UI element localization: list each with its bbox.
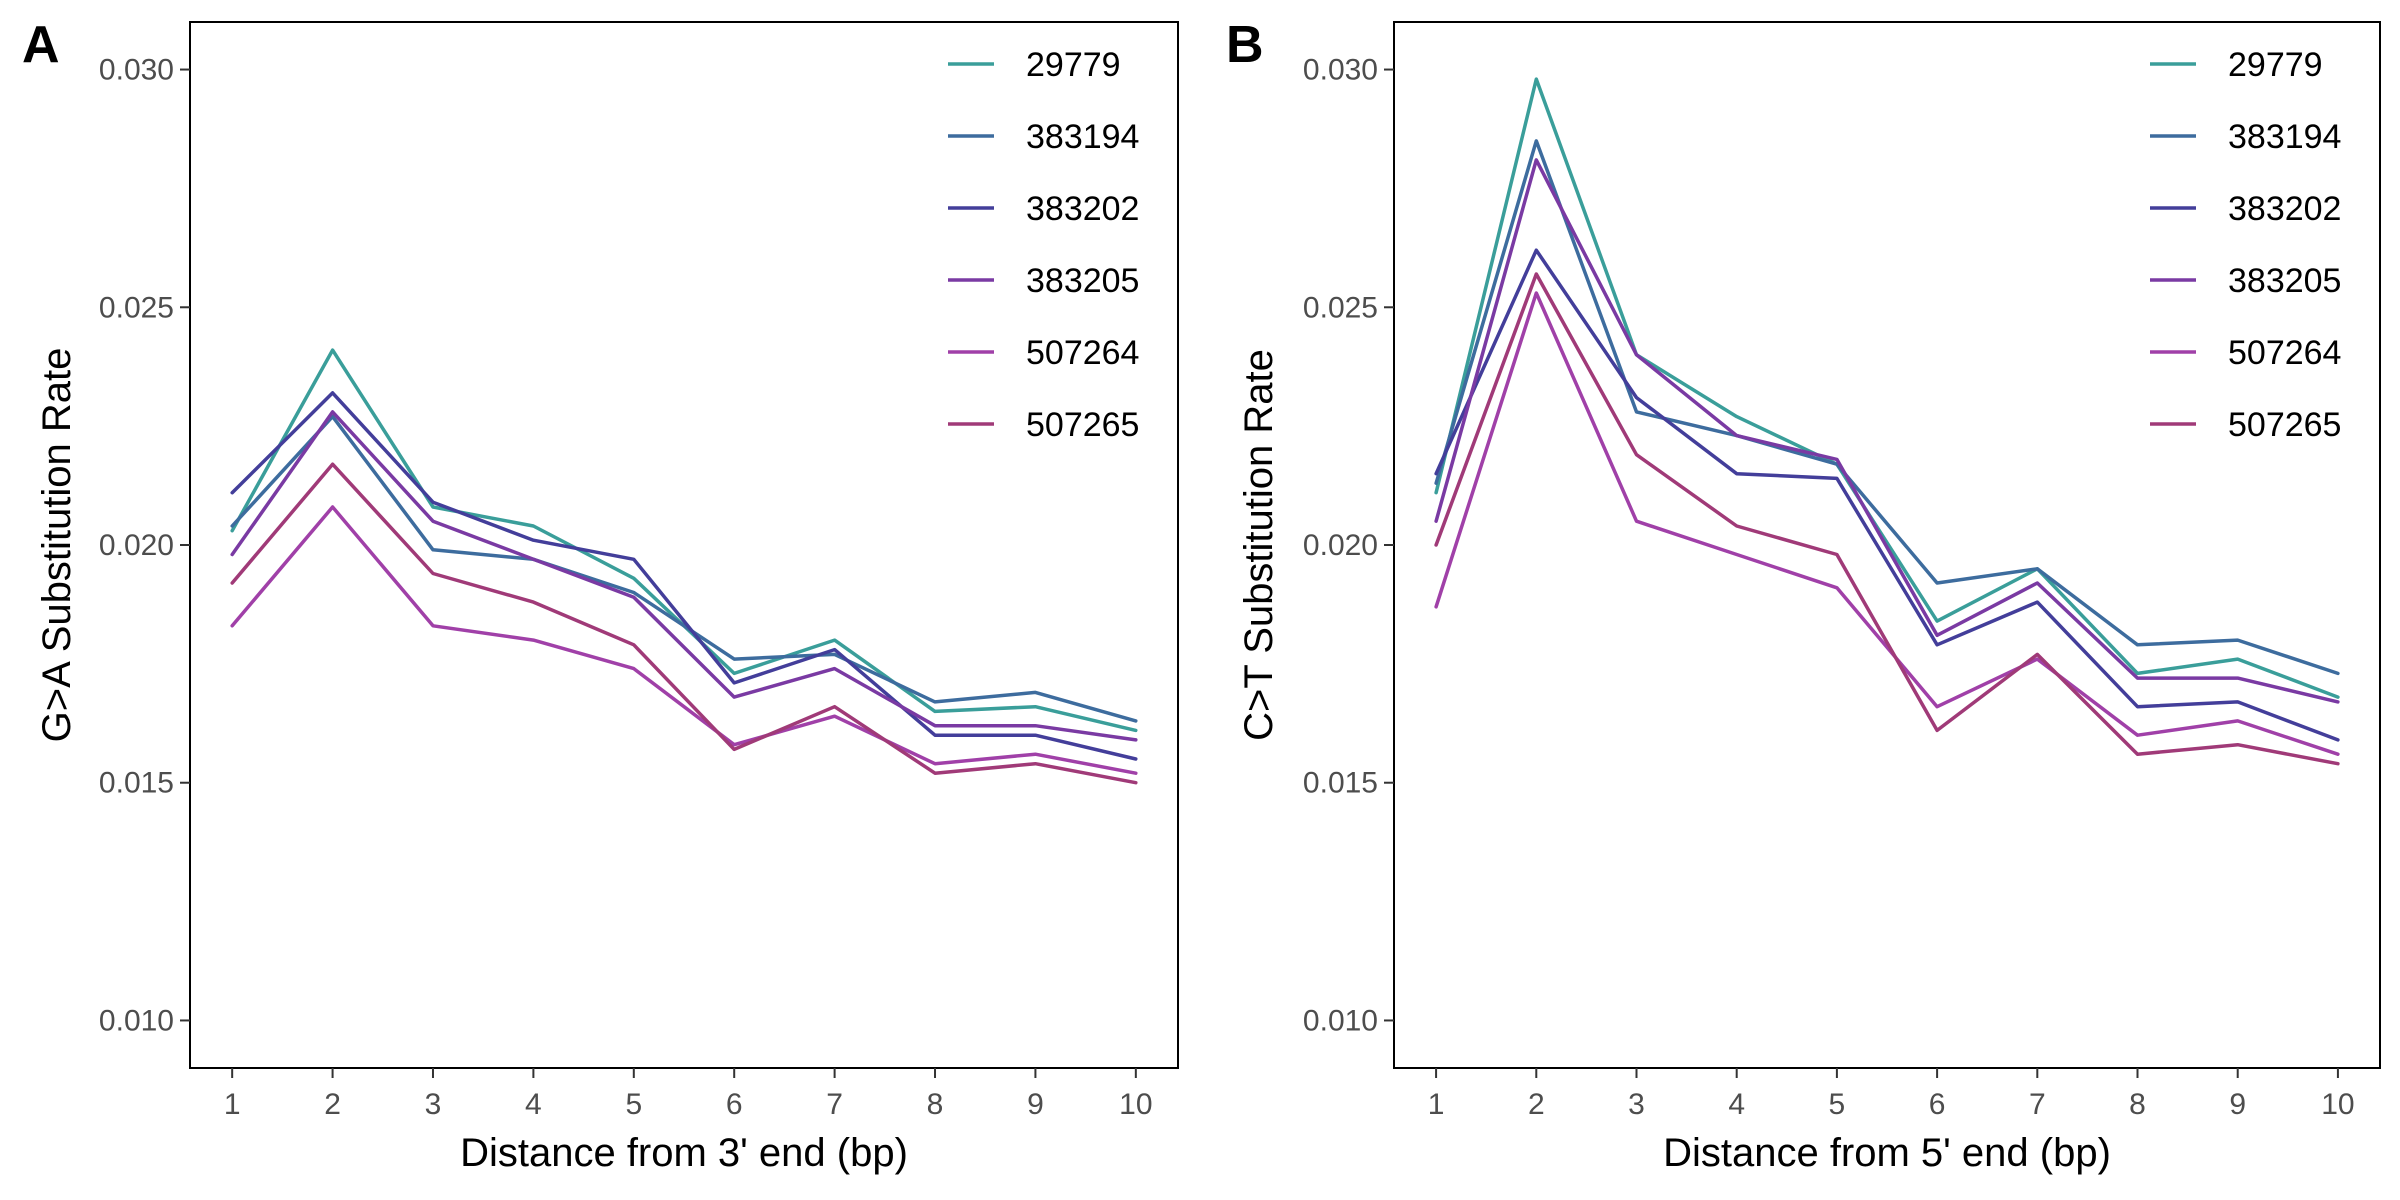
y-tick-label: 0.020: [1303, 529, 1378, 562]
x-tick-label: 3: [1628, 1088, 1645, 1121]
x-tick-label: 6: [726, 1088, 743, 1121]
series-line-383205: [230, 410, 1138, 742]
x-axis-title: Distance from 3' end (bp): [460, 1131, 908, 1175]
y-axis-title: C>T Substitution Rate: [1237, 349, 1281, 741]
y-tick-label: 0.020: [99, 529, 174, 562]
panel-a: A 0.010 0.015 0.020 0.025 0.030 1 2 3 4 5 6 7 8 9 10 Dis…: [22, 16, 1179, 1175]
x-tick-label: 6: [1929, 1088, 1946, 1121]
x-tick-label: 9: [1027, 1088, 1044, 1121]
x-tick-label: 2: [1528, 1088, 1545, 1121]
y-axis-title: G>A Substitution Rate: [35, 348, 79, 743]
x-tick-label: 4: [525, 1088, 542, 1121]
x-tick-label: 9: [2229, 1088, 2246, 1121]
x-tick-label: 8: [927, 1088, 944, 1121]
series-line-29779: [230, 348, 1138, 733]
legend-label-383202: 383202: [2228, 190, 2341, 228]
series-line-507265: [1434, 272, 2340, 766]
legend-label-383202: 383202: [1026, 190, 1139, 228]
legend-label-383194: 383194: [2228, 118, 2341, 156]
x-tick-label: 8: [2129, 1088, 2146, 1121]
y-tick-label: 0.010: [1303, 1004, 1378, 1037]
series-line-29779: [1434, 77, 2340, 699]
legend-label-507264: 507264: [2228, 334, 2341, 372]
panel-b: B 0.010 0.015 0.020 0.025 0.030 1 2 3 4 5 6 7 8 9 10 Dis…: [1226, 16, 2381, 1175]
legend-label-29779: 29779: [1026, 46, 1121, 84]
y-tick-label: 0.030: [99, 54, 174, 87]
x-tick-label: 7: [826, 1088, 843, 1121]
series-line-383205: [1434, 158, 2340, 704]
series-line-507264: [1434, 291, 2340, 756]
y-tick-label: 0.025: [99, 291, 174, 324]
legend-label-383205: 383205: [2228, 262, 2341, 300]
series-line-507264: [230, 505, 1138, 775]
x-tick-label: 5: [1829, 1088, 1846, 1121]
x-tick-label: 2: [324, 1088, 341, 1121]
series-line-383202: [1434, 248, 2340, 742]
legend-label-507265: 507265: [2228, 406, 2341, 444]
x-axis-title: Distance from 5' end (bp): [1663, 1131, 2111, 1175]
y-tick-label: 0.010: [99, 1004, 174, 1037]
series-line-383194: [1434, 139, 2340, 676]
y-tick-label: 0.030: [1303, 54, 1378, 87]
plot-frame: [189, 21, 1179, 1069]
x-tick-label: 10: [1119, 1088, 1152, 1121]
series-line-383202: [230, 391, 1138, 761]
x-tick-label: 10: [2321, 1088, 2354, 1121]
series-line-383194: [230, 414, 1138, 723]
x-tick-label: 1: [224, 1088, 241, 1121]
x-tick-label: 1: [1428, 1088, 1445, 1121]
panel-label: B: [1226, 16, 1264, 74]
x-tick-label: 3: [425, 1088, 442, 1121]
panel-label: A: [22, 16, 60, 74]
y-tick-label: 0.025: [1303, 291, 1378, 324]
legend-label-383205: 383205: [1026, 262, 1139, 300]
x-tick-label: 5: [625, 1088, 642, 1121]
y-tick-label: 0.015: [1303, 767, 1378, 800]
x-tick-label: 4: [1728, 1088, 1745, 1121]
series-line-507265: [230, 462, 1138, 785]
x-tick-label: 7: [2029, 1088, 2046, 1121]
legend-label-29779: 29779: [2228, 46, 2323, 84]
legend-label-507265: 507265: [1026, 406, 1139, 444]
y-tick-label: 0.015: [99, 767, 174, 800]
legend-label-383194: 383194: [1026, 118, 1139, 156]
legend-label-507264: 507264: [1026, 334, 1139, 372]
